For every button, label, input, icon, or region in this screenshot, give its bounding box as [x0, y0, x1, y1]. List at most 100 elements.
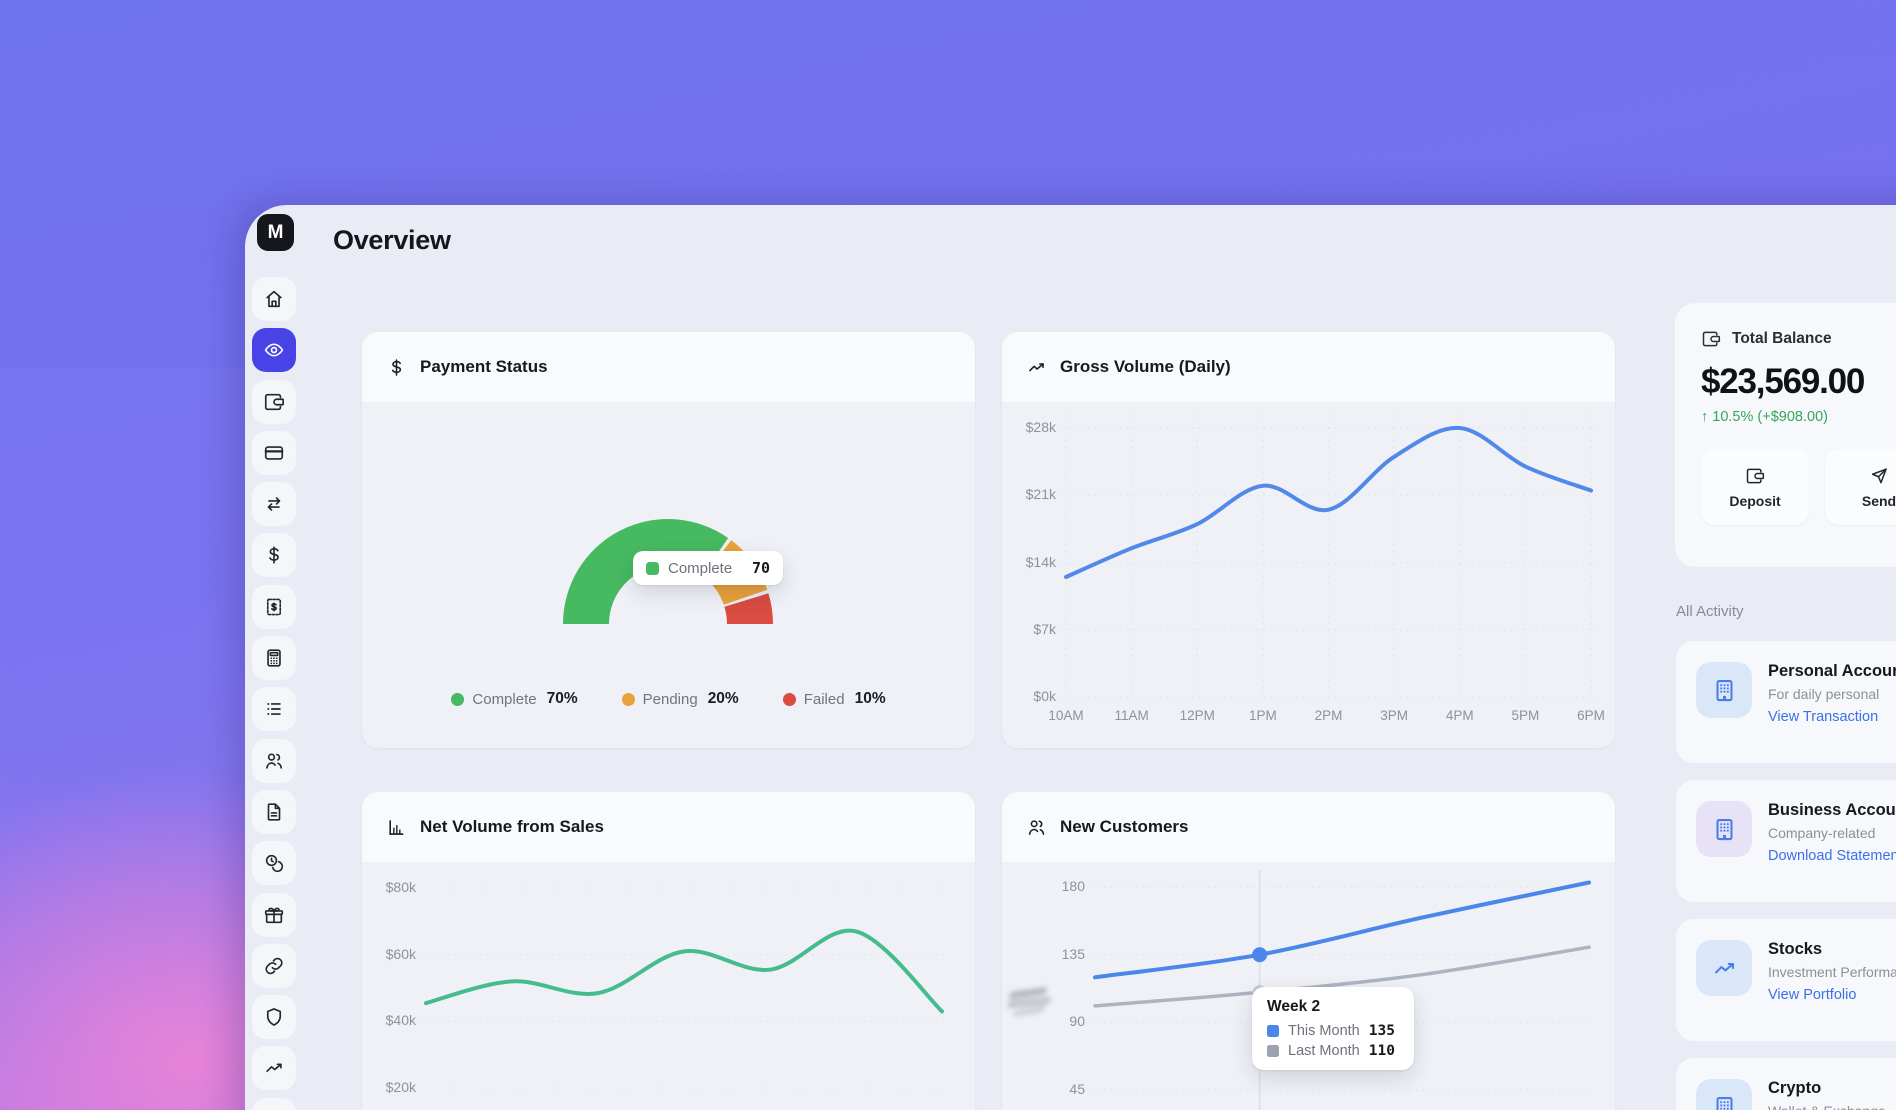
app-window: M Overview Payment Status Complete 70 Comp… [245, 205, 1896, 1110]
payment-status-title: Payment Status [420, 357, 548, 376]
balance-actions: Deposit Send [1701, 449, 1896, 525]
activity-item-stocks[interactable]: Stocks Investment Performance View Portfol… [1676, 919, 1896, 1041]
gross-volume-card: Gross Volume (Daily) $28k $21k $14k $7k $0k 1… [1002, 332, 1615, 748]
activity-subtitle: Company-related [1768, 825, 1876, 841]
new-customers-card-header: New Customers [1002, 792, 1615, 862]
sidebar-item-shield[interactable] [252, 995, 296, 1040]
legend-item-failed: Failed 10% [782, 690, 886, 708]
legend-item-pending: Pending 20% [621, 690, 739, 708]
payment-status-card-header: Payment Status [362, 332, 975, 402]
activity-link[interactable]: Download Statement [1768, 848, 1896, 864]
sidebar-item-coins[interactable] [252, 841, 296, 886]
y-tick-label: $7k [1033, 620, 1056, 637]
y-tick-label: $21k [1025, 486, 1056, 503]
cursor-motion-blur [1005, 984, 1060, 1026]
send-button[interactable]: Send [1825, 449, 1896, 525]
users-icon [1026, 817, 1047, 838]
x-tick-label: 10AM [1048, 708, 1084, 723]
sidebar [252, 277, 296, 1110]
total-balance-card: Total Balance $23,569.00 ↑ 10.5% (+$908.… [1675, 303, 1896, 567]
y-tick-label: 45 [1069, 1081, 1085, 1098]
payment-status-chart[interactable]: Complete 70 Complete 70% Pending 20% Failed 10% [362, 402, 975, 748]
shield-icon [263, 1006, 285, 1028]
x-tick-label: 5PM [1511, 708, 1540, 723]
activity-icon-tile [1696, 1079, 1752, 1110]
net-volume-card: Net Volume from Sales $80k $60k $40k $20k [362, 792, 975, 1110]
x-tick-label: 4PM [1445, 708, 1474, 723]
file-icon [263, 801, 285, 823]
gross-volume-chart[interactable]: $28k $21k $14k $7k $0k 10AM 11AM 12PM 1PM 2PM 3PM 4… [1002, 402, 1615, 748]
sidebar-item-device[interactable] [252, 1097, 296, 1110]
users-icon [263, 750, 285, 772]
sidebar-item-wallet[interactable] [252, 379, 296, 424]
activity-link[interactable]: View Transaction [1768, 709, 1879, 725]
calculator-icon [263, 647, 285, 669]
page-title: Overview [333, 225, 451, 255]
dollar-icon [386, 357, 407, 378]
sidebar-item-eye[interactable] [252, 328, 296, 373]
net-volume-title: Net Volume from Sales [420, 817, 604, 836]
trend-icon [263, 1057, 285, 1079]
wallet-icon [263, 391, 285, 413]
total-balance-header: Total Balance [1701, 329, 1896, 349]
activity-icon-tile [1696, 662, 1752, 718]
new-customers-title: New Customers [1060, 817, 1189, 836]
activity-subtitle: Wallet & Exchange [1768, 1103, 1886, 1110]
sidebar-item-users[interactable] [252, 738, 296, 783]
total-balance-label: Total Balance [1732, 330, 1832, 347]
sidebar-item-credit-card[interactable] [252, 430, 296, 475]
eye-icon [263, 339, 285, 361]
sidebar-item-list[interactable] [252, 687, 296, 732]
building-icon [1711, 1094, 1738, 1110]
activity-title: Business Account [1768, 801, 1896, 819]
y-tick-label: $20k [385, 1079, 416, 1096]
home-icon [263, 288, 285, 310]
credit-card-icon [263, 442, 285, 464]
x-tick-label: 12PM [1179, 708, 1215, 723]
activity-item-personal-account[interactable]: Personal Account For daily personal View T… [1676, 641, 1896, 763]
y-tick-label: $40k [385, 1012, 416, 1029]
sidebar-item-gift[interactable] [252, 892, 296, 937]
net-volume-card-header: Net Volume from Sales [362, 792, 975, 862]
sidebar-item-home[interactable] [252, 277, 296, 321]
total-balance-change: ↑ 10.5% (+$908.00) [1701, 409, 1828, 425]
trend-icon [1026, 357, 1047, 378]
payment-status-card: Payment Status Complete 70 Complete 70% Pend… [362, 332, 975, 748]
legend-item-complete: Complete 70% [451, 690, 578, 708]
chart-tooltip: Complete 70 [633, 551, 783, 585]
dollar-icon [263, 544, 285, 566]
y-tick-label: $60k [385, 945, 416, 962]
y-tick-label: $80k [385, 879, 416, 895]
activity-item-crypto[interactable]: Crypto Wallet & Exchange [1676, 1058, 1896, 1110]
chart-tooltip: Week 2 This Month 135 Last Month 110 [1252, 987, 1414, 1070]
all-activity-label: All Activity [1676, 603, 1744, 620]
sidebar-item-dollar[interactable] [252, 533, 296, 578]
new-customers-chart[interactable]: 180 135 90 45 Week 2 This Month 135 Last Month 1… [1002, 862, 1615, 1110]
net-volume-chart[interactable]: $80k $60k $40k $20k [362, 862, 975, 1110]
x-tick-label: 6PM [1577, 708, 1605, 723]
trend-icon [1711, 955, 1738, 982]
deposit-button-label: Deposit [1729, 492, 1781, 509]
new-customers-card: New Customers 180 135 90 45 Week 2 This Month… [1002, 792, 1615, 1110]
wallet-icon [1745, 466, 1765, 486]
sidebar-item-link[interactable] [252, 943, 296, 988]
sidebar-item-receipt[interactable] [252, 584, 296, 629]
y-tick-label: $28k [1025, 419, 1056, 435]
send-icon [1869, 466, 1889, 486]
sidebar-item-trend[interactable] [252, 1046, 296, 1091]
wallet-icon [1701, 329, 1721, 349]
y-tick-label: 135 [1061, 945, 1085, 962]
sidebar-item-calculator[interactable] [252, 636, 296, 681]
activity-title: Personal Account [1768, 662, 1896, 680]
sidebar-item-transfer[interactable] [252, 482, 296, 527]
receipt-icon [263, 596, 285, 618]
link-icon [263, 955, 285, 977]
y-tick-label: $14k [1025, 553, 1056, 570]
activity-link[interactable]: View Portfolio [1768, 987, 1857, 1003]
x-tick-label: 1PM [1248, 708, 1277, 723]
x-tick-label: 3PM [1380, 708, 1408, 723]
sidebar-item-file[interactable] [252, 789, 296, 834]
activity-item-business-account[interactable]: Business Account Company-related Download … [1676, 780, 1896, 902]
deposit-button[interactable]: Deposit [1701, 449, 1809, 525]
gift-icon [263, 904, 285, 926]
